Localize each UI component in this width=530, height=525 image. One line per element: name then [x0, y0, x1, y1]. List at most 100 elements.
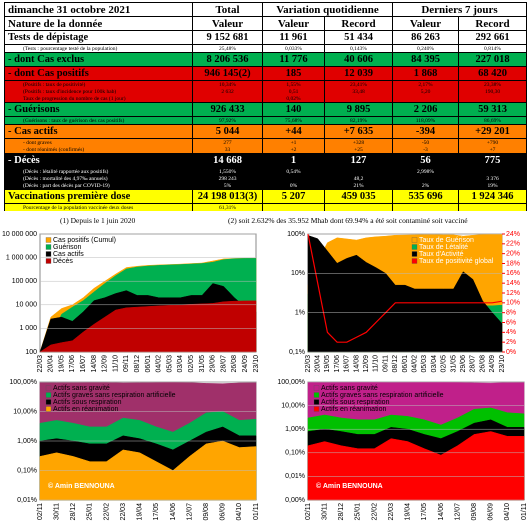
table-cell: 2,998%	[392, 167, 459, 175]
y2-tick-label: 2%	[506, 339, 516, 346]
y-tick-label: 1,00%	[17, 438, 37, 445]
table-cell: 86 263	[392, 30, 459, 45]
table-cell: (Positifs : taux d'incidence pour 100k h…	[4, 88, 193, 95]
x-tick-label: 08/12	[392, 355, 399, 373]
table-cell: (Positifs : taux de positivité)	[4, 80, 193, 88]
table-cell: +29 201	[458, 124, 527, 139]
table-cell: 19%	[458, 182, 527, 190]
table-cell	[192, 95, 263, 103]
table-cell: 459 035	[324, 189, 393, 204]
summary-table: dimanche 31 octobre 2021 Total Variation q…	[4, 2, 527, 211]
legend-swatch	[45, 258, 52, 264]
x-tick-label: 28/12	[338, 503, 345, 521]
x-tick-label: 17/06	[334, 355, 341, 373]
table-cell: -394	[392, 124, 459, 139]
table-cell: 9 152 681	[192, 30, 263, 45]
y-tick-label: 100,00%	[277, 379, 305, 386]
y-tick-label: 1 000	[19, 325, 37, 332]
y-tick-label: 1 000 000	[6, 254, 37, 261]
table-cell	[458, 203, 527, 211]
table-row: (Décès : mortalité des 4,97‰ annuels) 298…	[4, 175, 527, 182]
x-tick-label: 28/12	[70, 503, 77, 521]
table-cell: 0,54%	[262, 167, 325, 175]
table-cell: 0,033%	[262, 44, 325, 53]
y2-tick-label: 4%	[506, 329, 516, 336]
x-tick-label: 03/04	[177, 355, 184, 373]
table-cell: 775	[458, 153, 527, 168]
legend-swatch	[45, 385, 52, 391]
table-cell	[392, 175, 459, 182]
x-tick-label: 22/03	[120, 503, 127, 521]
table-cell: 1 924 346	[458, 189, 527, 204]
table-cell: +1	[262, 138, 325, 146]
x-tick-label: 30/11	[321, 503, 328, 520]
legend-swatch	[45, 392, 52, 398]
table-cell: 277	[192, 138, 263, 146]
table-row: Nature de la donnée Valeur Valeur Record Val…	[4, 16, 527, 31]
table-cell: Valeur	[262, 16, 325, 31]
table-cell: 190,30	[458, 88, 527, 95]
area	[39, 300, 257, 353]
table-cell: 56	[392, 153, 459, 168]
table-cell: 0,814%	[458, 44, 527, 53]
table-cell: 84 395	[392, 52, 459, 67]
table-cell	[458, 95, 527, 103]
y-tick-label: 1%	[295, 310, 305, 317]
x-tick-label: 19/04	[405, 503, 412, 521]
x-tick-label: 02/11	[37, 503, 44, 520]
x-tick-label: 26/08	[231, 355, 238, 373]
legend-swatch	[313, 406, 320, 412]
table-row: (Tests : pourcentage testé de la populat…	[4, 44, 527, 53]
table-row: Pourcentage de la population vaccinée de…	[4, 203, 527, 211]
table-cell: 5 044	[192, 124, 263, 139]
table-cell: 97,92%	[192, 116, 263, 125]
annotation: © Amin BENNOUNA	[48, 482, 115, 490]
table-row: - dont graves 277 +1 +328 -50 +790	[4, 138, 527, 146]
table-cell: 33	[192, 146, 263, 154]
x-tick-label: 25/01	[87, 503, 94, 521]
table-cell: - Cas actifs	[4, 124, 193, 139]
table-cell: 1	[262, 153, 325, 168]
x-tick-label: 02/11	[305, 503, 312, 520]
area	[307, 431, 525, 501]
legend-swatch	[313, 399, 320, 405]
legend-label: Actifs en réanimation	[321, 406, 386, 413]
x-tick-label: 06/01	[402, 355, 409, 373]
x-tick-label: 04/10	[504, 503, 511, 521]
table-cell: +7	[458, 146, 527, 154]
legend-swatch	[313, 385, 320, 391]
x-tick-label: 04/10	[236, 503, 243, 521]
table-cell: 5 207	[262, 189, 325, 204]
legend-label: Décès	[53, 258, 73, 265]
table-cell: 24 198 013(3)	[192, 189, 263, 204]
y2-tick-label: 16%	[506, 270, 520, 277]
table-cell	[392, 95, 459, 103]
table-cell: Record	[324, 16, 393, 31]
table-cell: Vaccinations première dose	[4, 189, 193, 204]
x-tick-label: 19/04	[137, 503, 144, 521]
table-cell: 11 961	[262, 30, 325, 45]
x-tick-label: 11/10	[112, 355, 119, 372]
legend-label: Actifs en réanimation	[53, 406, 118, 413]
table-cell: +7 635	[324, 124, 393, 139]
table-cell: Total	[192, 2, 263, 17]
x-tick-label: 31/05	[199, 355, 206, 373]
legend-swatch	[45, 399, 52, 405]
legend-label: Taux de Guérison	[419, 237, 474, 244]
y2-tick-label: 14%	[506, 280, 520, 287]
x-tick-label: 23/10	[253, 355, 260, 373]
table-cell	[324, 167, 393, 175]
table-cell: +2	[262, 146, 325, 154]
table-cell	[458, 167, 527, 175]
x-tick-label: 30/11	[53, 503, 60, 520]
table-cell: -50	[392, 138, 459, 146]
y-tick-label: 1,00%	[285, 426, 305, 433]
x-tick-label: 14/08	[353, 355, 360, 373]
table-cell: 51 434	[324, 30, 393, 45]
x-tick-label: 14/06	[170, 503, 177, 521]
x-tick-label: 02/05	[188, 355, 195, 373]
x-tick-label: 09/11	[123, 355, 130, 372]
legend-label: Guérison	[53, 244, 82, 251]
table-cell: 0,02%	[262, 95, 325, 103]
table-cell: 298 243	[192, 175, 263, 182]
